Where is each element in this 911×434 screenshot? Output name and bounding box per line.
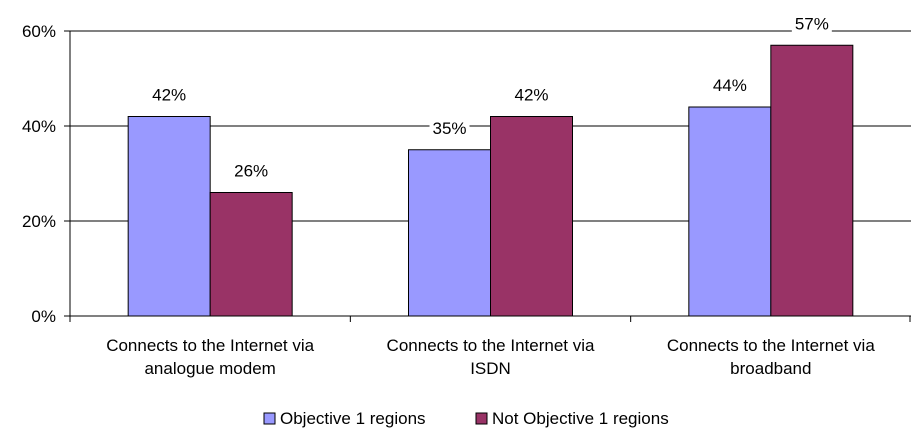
legend-swatch: [475, 412, 488, 425]
x-category-label: ISDN: [470, 359, 511, 378]
bar: [127, 116, 211, 317]
y-tick-label: 40%: [22, 117, 56, 136]
x-category-label: broadband: [730, 359, 811, 378]
data-label: 57%: [795, 14, 829, 33]
data-labels: 42% 26% 35% 42% 44% 57%: [149, 14, 832, 182]
legend: Objective 1 regions Not Objective 1 regio…: [263, 409, 669, 428]
y-tick-label: 0%: [31, 307, 56, 326]
bars: [127, 44, 854, 317]
x-category-label: Connects to the Internet via: [106, 336, 314, 355]
y-tick-label: 60%: [22, 22, 56, 41]
data-label-bg: [429, 118, 470, 139]
data-label-bg: [791, 14, 832, 35]
data-label: 44%: [713, 76, 747, 95]
data-label: 42%: [514, 86, 548, 105]
legend-label: Objective 1 regions: [280, 409, 426, 428]
x-category-label: analogue modem: [144, 359, 275, 378]
data-label-bg: [709, 76, 750, 96]
data-label-bg: [231, 161, 272, 182]
data-label: 42%: [152, 86, 186, 105]
bar: [408, 149, 491, 317]
data-label-bg: [511, 85, 552, 106]
y-axis: 0% 20% 40% 60%: [22, 22, 71, 326]
bar: [688, 106, 772, 317]
x-category-label: Connects to the Internet via: [667, 336, 875, 355]
legend-label: Not Objective 1 regions: [492, 409, 669, 428]
y-tick-label: 20%: [22, 212, 56, 231]
data-label: 35%: [432, 119, 466, 138]
bar: [770, 44, 854, 317]
legend-swatch: [263, 412, 276, 425]
bar: [209, 192, 293, 317]
bar: [490, 116, 573, 317]
data-label: 26%: [234, 162, 268, 181]
x-axis: Connects to the Internet via analogue mod…: [69, 315, 911, 378]
data-label-bg: [149, 85, 190, 106]
x-category-label: Connects to the Internet via: [387, 336, 595, 355]
